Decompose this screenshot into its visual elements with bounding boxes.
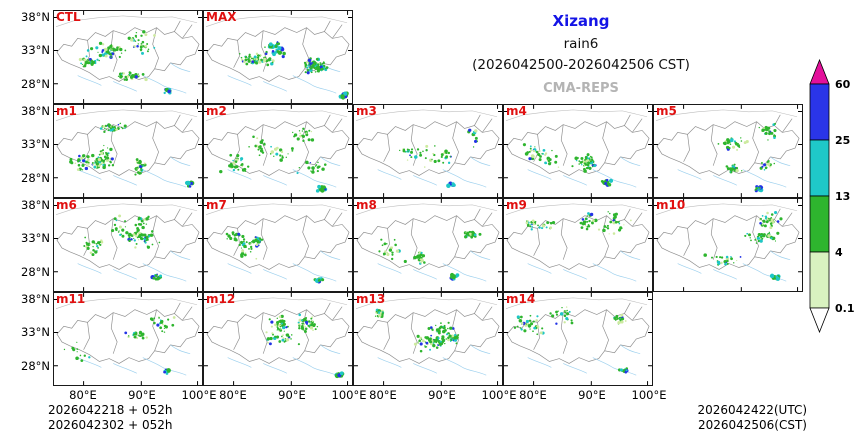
map-panel-ctl: CTL <box>53 10 203 104</box>
panel-label-m8: m8 <box>356 198 377 212</box>
map-panel-m4: m4 <box>503 104 653 198</box>
lon-tick-label: 100°E <box>331 388 367 402</box>
lon-tick-label: 100°E <box>631 388 667 402</box>
map-canvas <box>354 105 502 197</box>
panel-label-m4: m4 <box>506 104 527 118</box>
map-canvas <box>54 293 202 385</box>
map-canvas <box>654 105 802 197</box>
valid-time-utc: 2026042422(UTC) <box>697 403 808 417</box>
map-canvas <box>354 293 502 385</box>
valid-time-cst: 2026042506(CST) <box>697 418 807 432</box>
lon-tick-label: 80°E <box>219 388 247 402</box>
lon-tick-label: 90°E <box>578 388 606 402</box>
lat-tick-label: 38°N <box>21 10 50 24</box>
lon-tick-label: 90°E <box>428 388 456 402</box>
map-canvas <box>204 199 352 291</box>
map-canvas <box>204 11 352 103</box>
map-panel-m6: m6 <box>53 198 203 292</box>
lon-tick-label: 90°E <box>128 388 156 402</box>
colorbar-tick-label: 4 <box>835 246 843 259</box>
region-title: Xizang <box>552 12 610 30</box>
figure-title-block: Xizang rain6 (2026042500-2026042506 CST)… <box>356 12 806 96</box>
valid-period-title: (2026042500-2026042506 CST) <box>472 57 690 73</box>
lat-tick-label: 28°N <box>21 359 50 373</box>
variable-title: rain6 <box>563 36 599 52</box>
lat-tick-label: 28°N <box>21 265 50 279</box>
panel-label-m12: m12 <box>206 292 236 306</box>
lat-tick-label: 33°N <box>21 325 50 339</box>
colorbar-arrow-top <box>809 58 830 85</box>
lat-tick-label: 33°N <box>21 231 50 245</box>
panel-label-max: MAX <box>206 10 237 24</box>
lon-tick-label: 100°E <box>181 388 217 402</box>
init-time-line-2: 2026042302 + 052h <box>48 418 173 432</box>
colorbar-segment <box>809 195 830 253</box>
map-panel-max: MAX <box>203 10 353 104</box>
map-canvas <box>504 199 652 291</box>
panel-label-m2: m2 <box>206 104 227 118</box>
map-panel-m1: m1 <box>53 104 203 198</box>
map-panel-m14: m14 <box>503 292 653 386</box>
map-canvas <box>54 105 202 197</box>
panel-label-m1: m1 <box>56 104 77 118</box>
map-panel-m9: m9 <box>503 198 653 292</box>
panel-label-m6: m6 <box>56 198 77 212</box>
colorbar-segment <box>809 251 830 309</box>
lon-tick-label: 100°E <box>481 388 517 402</box>
colorbar-arrow-bottom <box>809 307 830 334</box>
lat-tick-label: 38°N <box>21 198 50 212</box>
lat-tick-label: 28°N <box>21 171 50 185</box>
lat-tick-label: 38°N <box>21 292 50 306</box>
map-canvas <box>504 105 652 197</box>
map-canvas <box>354 199 502 291</box>
panel-label-m7: m7 <box>206 198 227 212</box>
map-panel-m8: m8 <box>353 198 503 292</box>
panel-label-ctl: CTL <box>56 10 81 24</box>
map-canvas <box>504 293 652 385</box>
init-time-line-1: 2026042218 + 052h <box>48 403 173 417</box>
panel-label-m11: m11 <box>56 292 86 306</box>
map-panel-m2: m2 <box>203 104 353 198</box>
map-canvas <box>54 199 202 291</box>
lon-tick-label: 80°E <box>69 388 97 402</box>
lat-tick-label: 33°N <box>21 137 50 151</box>
panel-label-m3: m3 <box>356 104 377 118</box>
colorbar-tick-label: 0.1 <box>835 302 855 315</box>
map-canvas <box>204 105 352 197</box>
map-canvas <box>654 199 802 291</box>
colorbar-tick-label: 60 <box>835 78 851 91</box>
map-panel-m3: m3 <box>353 104 503 198</box>
map-panel-m13: m13 <box>353 292 503 386</box>
map-panel-m11: m11 <box>53 292 203 386</box>
model-name: CMA-REPS <box>543 81 619 96</box>
map-panel-m5: m5 <box>653 104 803 198</box>
lat-tick-label: 33°N <box>21 43 50 57</box>
colorbar-segment <box>809 139 830 197</box>
panel-label-m14: m14 <box>506 292 536 306</box>
map-panel-m10: m10 <box>653 198 803 292</box>
colorbar: 60 25 13 4 0.1 <box>809 58 855 334</box>
colorbar-tick-label: 13 <box>835 190 850 203</box>
panel-label-m5: m5 <box>656 104 677 118</box>
map-canvas <box>54 11 202 103</box>
map-panel-m12: m12 <box>203 292 353 386</box>
colorbar-segment <box>809 83 830 141</box>
map-panel-m7: m7 <box>203 198 353 292</box>
panel-label-m10: m10 <box>656 198 686 212</box>
lon-tick-label: 90°E <box>278 388 306 402</box>
lon-tick-label: 80°E <box>369 388 397 402</box>
panel-label-m9: m9 <box>506 198 527 212</box>
map-canvas <box>204 293 352 385</box>
colorbar-tick-label: 25 <box>835 134 850 147</box>
panel-label-m13: m13 <box>356 292 386 306</box>
lat-tick-label: 38°N <box>21 104 50 118</box>
lon-tick-label: 80°E <box>519 388 547 402</box>
lat-tick-label: 28°N <box>21 77 50 91</box>
